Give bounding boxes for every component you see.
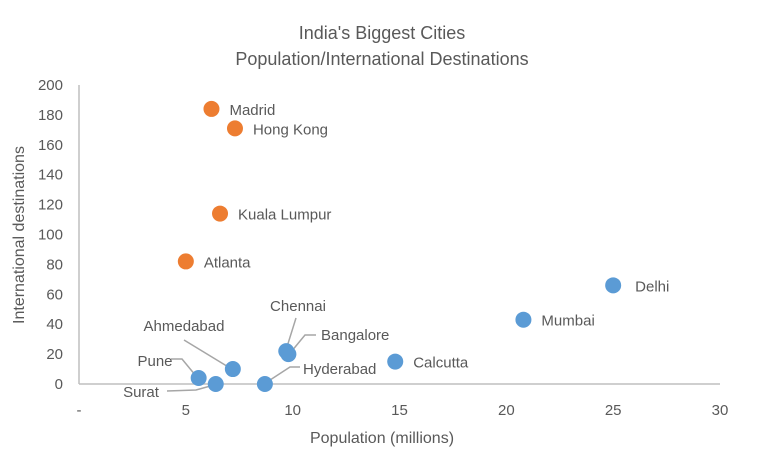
data-label: Mumbai — [541, 313, 594, 330]
y-tick-label: 80 — [46, 256, 63, 273]
y-tick-label: 60 — [46, 286, 63, 303]
y-tick-label: 180 — [38, 107, 63, 124]
data-point-pune — [190, 370, 207, 387]
data-label: Surat — [123, 384, 160, 401]
leader-line — [266, 366, 300, 383]
y-axis-label: International destinations — [11, 146, 28, 324]
x-tick-label: 10 — [284, 402, 301, 419]
y-tick-label: 40 — [46, 316, 63, 333]
data-point-atlanta — [177, 253, 194, 270]
data-label: Madrid — [229, 102, 275, 119]
data-label: Bangalore — [321, 327, 389, 344]
data-point-bangalore — [280, 346, 297, 363]
data-point-hong-kong — [226, 120, 243, 137]
x-tick-label: 20 — [498, 402, 515, 419]
data-label: Atlanta — [204, 254, 251, 271]
leader-line — [171, 358, 197, 377]
data-label: Delhi — [635, 278, 669, 295]
x-tick-label: - — [77, 402, 82, 419]
y-tick-label: 140 — [38, 167, 63, 184]
x-tick-label: 25 — [605, 402, 622, 419]
leader-line — [290, 334, 316, 353]
x-tick-label: 30 — [712, 402, 729, 419]
y-tick-label: 160 — [38, 137, 63, 154]
data-label: Hong Kong — [253, 121, 328, 138]
chart-title-line1: India's Biggest Cities — [299, 23, 466, 43]
x-tick-label: 15 — [391, 402, 408, 419]
data-point-delhi — [605, 277, 622, 294]
x-tick-label: 5 — [182, 402, 190, 419]
data-point-surat — [207, 376, 224, 392]
data-point-madrid — [203, 100, 220, 117]
data-point-mumbai — [515, 311, 532, 328]
data-label: Chennai — [270, 298, 326, 315]
leader-line — [183, 339, 231, 369]
data-label: Kuala Lumpur — [238, 207, 331, 224]
y-tick-label: 100 — [38, 227, 63, 244]
data-label: Calcutta — [413, 355, 469, 372]
y-tick-label: 20 — [46, 346, 63, 363]
data-point-ahmedabad — [224, 361, 241, 378]
data-label: Ahmedabad — [144, 318, 225, 335]
x-axis-label: Population (millions) — [310, 430, 454, 447]
chart-title-line2: Population/International Destinations — [235, 49, 528, 69]
data-label: Pune — [137, 353, 172, 370]
y-tick-label: 120 — [38, 197, 63, 214]
y-tick-label: 200 — [38, 77, 63, 94]
data-point-kuala-lumpur — [212, 205, 229, 222]
leader-line — [166, 384, 215, 392]
data-label: Hyderabad — [303, 361, 376, 378]
y-tick-label: 0 — [55, 376, 63, 393]
data-point-hyderabad — [256, 376, 273, 392]
data-point-calcutta — [387, 353, 404, 370]
